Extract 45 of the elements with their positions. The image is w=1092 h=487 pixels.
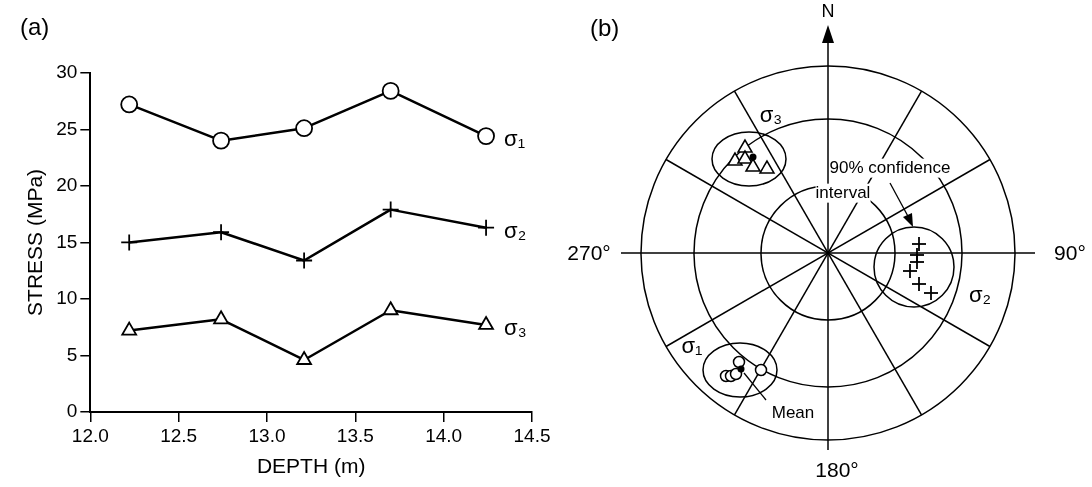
y-tick-label: 0 <box>66 400 78 422</box>
y-tick-label: 15 <box>56 230 78 252</box>
x-tick-label: 12.0 <box>71 424 109 446</box>
point <box>120 95 139 114</box>
point <box>478 316 494 330</box>
point <box>296 351 312 365</box>
point <box>212 131 230 150</box>
x-tick-label: 14.0 <box>425 424 463 446</box>
point <box>121 321 138 336</box>
point <box>212 223 230 242</box>
text: Mean <box>771 402 815 423</box>
x-tick-label: 13.0 <box>248 424 286 446</box>
point <box>120 233 139 252</box>
text: 90% confidence <box>829 157 951 178</box>
x-tick-label: 14.5 <box>513 424 551 446</box>
text: σ₁ <box>681 332 703 359</box>
point <box>213 310 229 325</box>
point <box>381 81 400 100</box>
point <box>381 200 400 219</box>
text: N <box>821 1 835 22</box>
series-label: σ₂ <box>504 217 527 243</box>
text: interval <box>815 182 871 203</box>
series-label: σ₃ <box>504 315 527 340</box>
point <box>382 301 399 316</box>
series-label: σ₁ <box>504 126 526 152</box>
point <box>295 251 313 270</box>
text: 90° <box>1054 241 1086 265</box>
text: σ₃ <box>759 101 783 128</box>
text: (b) <box>590 14 620 42</box>
text: 180° <box>815 458 859 482</box>
text: σ₂ <box>968 281 992 308</box>
x-axis-title: DEPTH (m) <box>256 454 366 478</box>
y-tick-label: 25 <box>56 117 78 139</box>
y-tick-label: 10 <box>56 287 78 309</box>
y-axis-title: STRESS (MPa) <box>23 168 47 316</box>
chart-title: (a) <box>20 13 50 41</box>
x-tick-label: 13.5 <box>336 424 374 446</box>
point <box>477 218 495 237</box>
y-tick-label: 30 <box>56 61 78 83</box>
y-tick-label: 5 <box>66 343 78 365</box>
x-tick-label: 12.5 <box>160 424 198 446</box>
y-tick-label: 20 <box>56 174 78 196</box>
point <box>477 127 495 146</box>
point <box>295 119 313 138</box>
text: 270° <box>567 241 611 265</box>
